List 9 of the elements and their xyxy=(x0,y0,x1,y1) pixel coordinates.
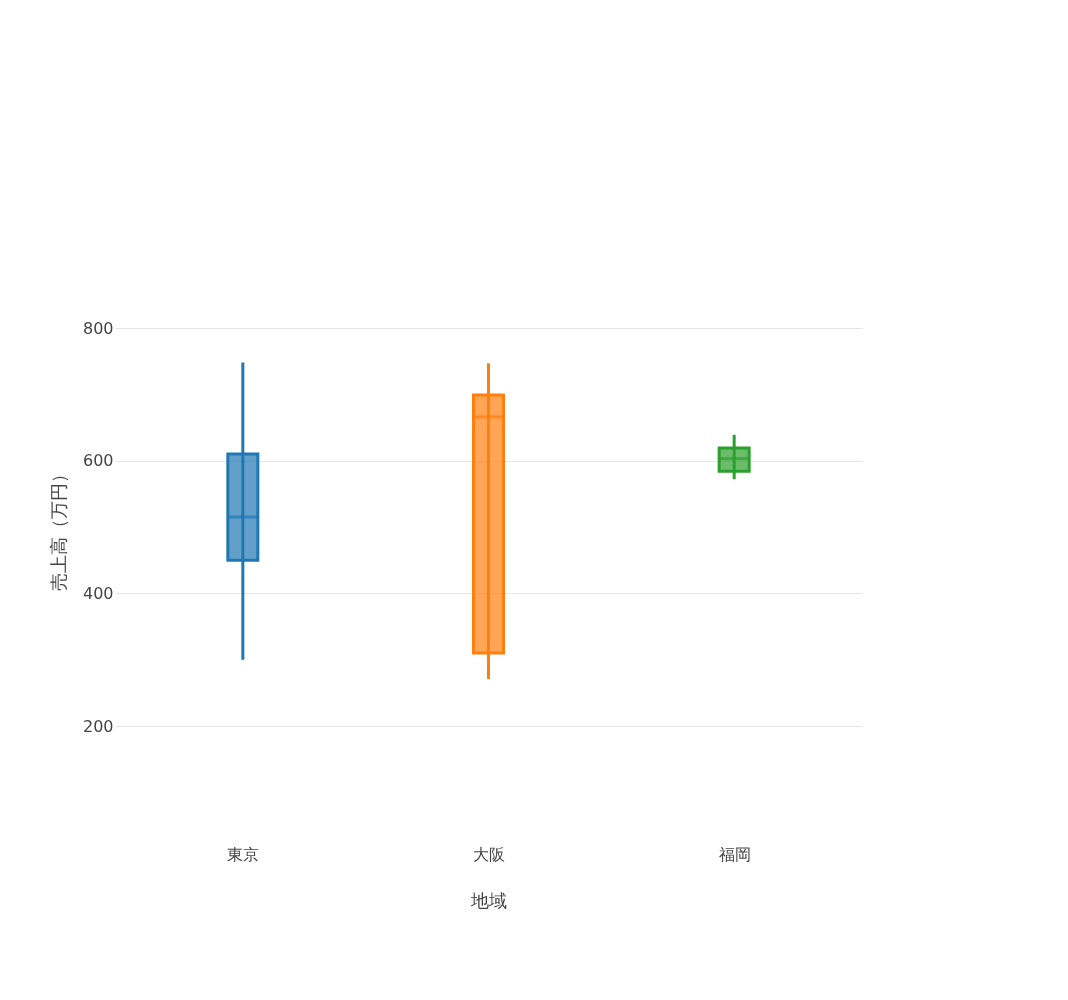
x-tick-label: 福岡 xyxy=(718,844,751,864)
x-tick-label: 東京 xyxy=(227,844,260,864)
x-tick-label: 大阪 xyxy=(473,844,505,864)
y-tick-label: 800 xyxy=(82,318,114,338)
y-tick-label: 400 xyxy=(82,583,114,603)
y-axis-title: 売上高（万円） xyxy=(47,464,69,591)
y-tick-label: 200 xyxy=(82,716,114,736)
x-axis-title: 地域 xyxy=(470,889,507,911)
y-tick-label: 600 xyxy=(82,451,114,471)
